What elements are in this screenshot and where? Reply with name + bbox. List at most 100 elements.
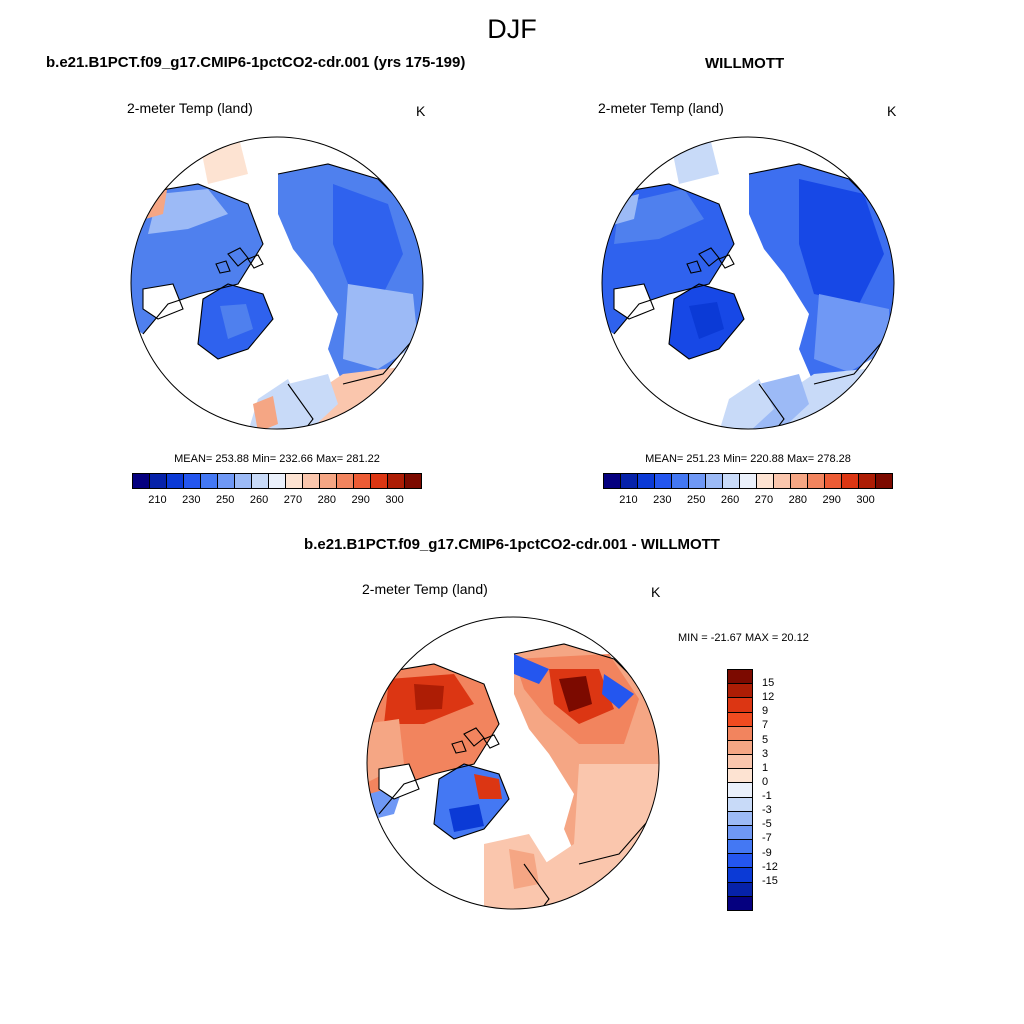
colorbar-swatch xyxy=(728,698,752,713)
colorbar-swatch xyxy=(728,726,752,741)
colorbar-swatch xyxy=(184,474,201,488)
colorbar-swatch xyxy=(808,474,825,488)
panel-2-title: WILLMOTT xyxy=(705,55,785,72)
colorbar-tick-label: 15 xyxy=(762,677,775,690)
figure-title: DJF xyxy=(487,14,537,44)
colorbar-swatch xyxy=(728,896,752,910)
difference-variable-label: 2-meter Temp (land) xyxy=(362,581,488,597)
colorbar-swatch xyxy=(337,474,354,488)
panel-2-colorbar xyxy=(603,473,893,489)
colorbar-swatch xyxy=(621,474,638,488)
colorbar-swatch xyxy=(269,474,286,488)
colorbar-tick-label: 210 xyxy=(619,494,638,506)
panel-2-variable-label: 2-meter Temp (land) xyxy=(598,100,724,116)
colorbar-tick-label: 280 xyxy=(317,494,336,506)
colorbar-swatch xyxy=(371,474,388,488)
panel-1-stats: MEAN= 253.88 Min= 232.66 Max= 281.22 xyxy=(174,453,380,465)
colorbar-swatch xyxy=(728,882,752,897)
colorbar-swatch xyxy=(876,474,892,488)
colorbar-swatch xyxy=(728,868,752,883)
colorbar-swatch xyxy=(388,474,405,488)
colorbar-swatch xyxy=(859,474,876,488)
colorbar-tick-label: -12 xyxy=(762,860,778,873)
colorbar-tick-label: 5 xyxy=(762,733,769,746)
difference-colorbar-labels: 15 12 9 7 5 3 1 0 -1 -3 -5 -7 -9 -12 -15 xyxy=(762,669,802,909)
panel-1-colorbar xyxy=(132,473,422,489)
colorbar-swatch xyxy=(728,825,752,841)
land-temperature-field xyxy=(602,137,894,429)
colorbar-tick-label: 12 xyxy=(762,691,775,704)
colorbar-tick-label: 300 xyxy=(856,494,875,506)
land-temperature-field xyxy=(131,137,423,429)
colorbar-swatch xyxy=(728,811,752,826)
colorbar-tick-label: -15 xyxy=(762,874,778,887)
colorbar-tick-label: 250 xyxy=(686,494,706,506)
colorbar-tick-label: 290 xyxy=(351,494,370,506)
colorbar-tick-label: -9 xyxy=(762,846,772,859)
colorbar-swatch xyxy=(774,474,791,488)
colorbar-swatch xyxy=(201,474,218,488)
colorbar-swatch xyxy=(728,840,752,855)
colorbar-tick-label: 300 xyxy=(385,494,404,506)
panel-2-colorbar-labels: 210 230 250 260 270 280 290 300 xyxy=(603,494,891,508)
colorbar-swatch xyxy=(723,474,740,488)
colorbar-tick-label: 9 xyxy=(762,705,769,718)
colorbar-tick-label: 210 xyxy=(148,494,167,506)
panel-1-title: b.e21.B1PCT.f09_g17.CMIP6-1pctCO2-cdr.00… xyxy=(46,54,466,71)
map-boundary xyxy=(366,616,660,910)
difference-units-label: K xyxy=(651,584,661,600)
colorbar-swatch xyxy=(728,740,752,756)
panel-2-polar-map xyxy=(601,136,895,430)
colorbar-swatch xyxy=(320,474,337,488)
colorbar-swatch xyxy=(728,797,752,812)
colorbar-swatch xyxy=(133,474,150,488)
colorbar-swatch xyxy=(150,474,167,488)
colorbar-tick-label: 290 xyxy=(822,494,841,506)
panel-1-colorbar-labels: 210 230 250 260 270 280 290 300 xyxy=(132,494,420,508)
colorbar-swatch xyxy=(303,474,320,488)
panel-1-units-label: K xyxy=(416,103,426,119)
panel-2-units-label: K xyxy=(887,103,897,119)
colorbar-swatch xyxy=(638,474,655,488)
colorbar-swatch xyxy=(286,474,303,488)
colorbar-tick-label: 3 xyxy=(762,747,769,760)
colorbar-swatch xyxy=(706,474,723,488)
colorbar-swatch xyxy=(791,474,808,488)
panel-2-stats: MEAN= 251.23 Min= 220.88 Max= 278.28 xyxy=(645,453,851,465)
colorbar-tick-label: 230 xyxy=(182,494,201,506)
colorbar-swatch xyxy=(728,755,752,770)
colorbar-swatch xyxy=(740,474,757,488)
colorbar-tick-label: 7 xyxy=(762,719,769,732)
difference-title: b.e21.B1PCT.f09_g17.CMIP6-1pctCO2-cdr.00… xyxy=(304,536,720,553)
colorbar-tick-label: 260 xyxy=(249,494,269,506)
colorbar-swatch xyxy=(235,474,252,488)
colorbar-tick-label: 0 xyxy=(762,775,769,788)
colorbar-swatch xyxy=(405,474,421,488)
difference-minmax: MIN = -21.67 MAX = 20.12 xyxy=(678,632,809,644)
colorbar-swatch xyxy=(825,474,842,488)
panel-1-variable-label: 2-meter Temp (land) xyxy=(127,100,253,116)
map-boundary xyxy=(601,136,895,430)
colorbar-swatch xyxy=(842,474,859,488)
colorbar-swatch xyxy=(728,769,752,784)
colorbar-swatch xyxy=(728,712,752,727)
difference-polar-map xyxy=(366,616,660,910)
panel-1-polar-map xyxy=(130,136,424,430)
colorbar-swatch xyxy=(218,474,235,488)
colorbar-swatch xyxy=(354,474,371,488)
colorbar-swatch xyxy=(728,670,752,685)
colorbar-tick-label: 280 xyxy=(788,494,807,506)
difference-colorbar xyxy=(727,669,753,911)
colorbar-tick-label: -3 xyxy=(762,804,772,817)
colorbar-tick-label: -1 xyxy=(762,790,772,803)
colorbar-tick-label: 250 xyxy=(215,494,235,506)
colorbar-swatch xyxy=(167,474,184,488)
colorbar-swatch xyxy=(252,474,269,488)
colorbar-swatch xyxy=(604,474,621,488)
colorbar-tick-label: -5 xyxy=(762,818,772,831)
colorbar-swatch xyxy=(655,474,672,488)
colorbar-swatch xyxy=(689,474,706,488)
colorbar-tick-label: 1 xyxy=(762,761,769,774)
colorbar-tick-label: -7 xyxy=(762,832,772,845)
map-boundary xyxy=(130,136,424,430)
